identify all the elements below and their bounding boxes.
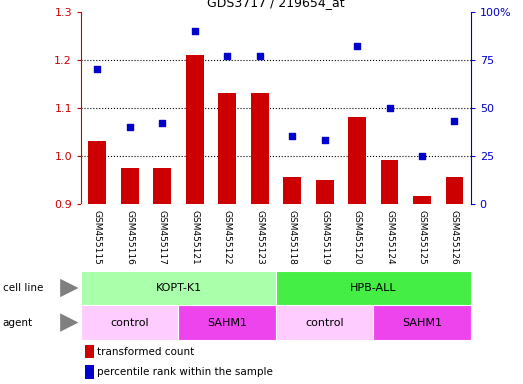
Text: GSM455119: GSM455119 [320,210,329,265]
Bar [276,305,373,340]
Title: GDS3717 / 219654_at: GDS3717 / 219654_at [207,0,345,9]
Bar [178,305,276,340]
Polygon shape [60,279,78,297]
Point [353,43,361,49]
Text: GSM455118: GSM455118 [288,210,297,265]
Text: GSM455124: GSM455124 [385,210,394,265]
Point [223,53,231,59]
Bar [153,167,171,204]
Bar [85,366,94,379]
Bar [88,141,106,204]
Text: GSM455125: GSM455125 [417,210,426,265]
Bar [348,117,366,204]
Text: SAHM1: SAHM1 [402,318,442,328]
Text: cell line: cell line [3,283,43,293]
Bar [81,305,178,340]
Point [255,53,264,59]
Bar [373,305,471,340]
Point [158,120,166,126]
Text: SAHM1: SAHM1 [207,318,247,328]
Text: GSM455126: GSM455126 [450,210,459,265]
Bar [218,93,236,204]
Bar [81,271,276,305]
Point [418,152,426,159]
Point [288,133,297,139]
Text: GSM455117: GSM455117 [158,210,167,265]
Bar [251,93,269,204]
Text: HPB-ALL: HPB-ALL [350,283,396,293]
Bar [413,196,431,204]
Bar [85,345,94,358]
Bar [283,177,301,204]
Text: GSM455121: GSM455121 [190,210,199,265]
Text: GSM455120: GSM455120 [353,210,361,265]
Text: GSM455123: GSM455123 [255,210,264,265]
Bar [121,167,139,204]
Text: control: control [110,318,149,328]
Point [450,118,459,124]
Bar [276,271,471,305]
Text: percentile rank within the sample: percentile rank within the sample [97,367,272,377]
Bar [381,161,399,204]
Bar [446,177,463,204]
Text: agent: agent [3,318,33,328]
Point [321,137,329,143]
Point [93,66,101,72]
Polygon shape [60,313,78,332]
Text: transformed count: transformed count [97,347,194,357]
Point [385,104,394,111]
Text: control: control [305,318,344,328]
Point [190,28,199,34]
Text: KOPT-K1: KOPT-K1 [155,283,201,293]
Bar [186,55,203,204]
Point [126,124,134,130]
Text: GSM455122: GSM455122 [223,210,232,265]
Bar [316,180,334,204]
Text: GSM455115: GSM455115 [93,210,102,265]
Text: GSM455116: GSM455116 [126,210,134,265]
